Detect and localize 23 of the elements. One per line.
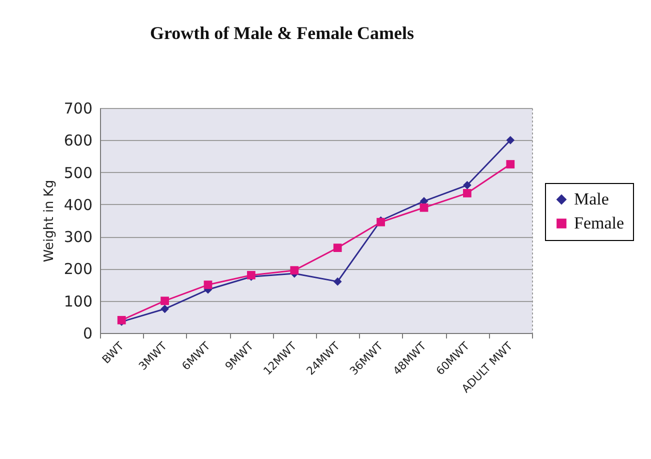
y-tick-label: 600	[64, 132, 92, 150]
chart-title: Growth of Male & Female Camels	[150, 23, 414, 43]
point	[506, 160, 515, 168]
y-tick-label: 0	[82, 324, 92, 342]
point	[506, 136, 515, 144]
point	[333, 277, 342, 286]
point	[160, 304, 169, 314]
point	[290, 266, 299, 275]
legend-label: Male	[574, 190, 609, 208]
y-tick-label: 700	[64, 100, 92, 118]
point	[204, 280, 212, 289]
y-tick-label: 400	[64, 196, 92, 214]
y-tick-label: 200	[64, 260, 92, 278]
y-tick-label: 300	[64, 228, 92, 246]
point	[420, 203, 428, 212]
point	[160, 296, 169, 306]
point	[463, 180, 472, 190]
y-tick-label: 100	[64, 292, 92, 310]
point	[333, 244, 342, 252]
point	[463, 188, 472, 198]
legend-label: Female	[574, 214, 624, 232]
y-tick-label: 500	[64, 164, 92, 182]
y-axis-title: Weight in Kg	[42, 180, 57, 262]
